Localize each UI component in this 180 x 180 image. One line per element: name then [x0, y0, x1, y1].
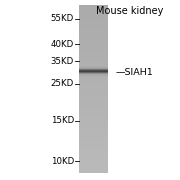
Text: 55KD: 55KD [51, 14, 74, 23]
Text: 15KD: 15KD [51, 116, 74, 125]
Text: 10KD: 10KD [51, 157, 74, 166]
Text: Mouse kidney: Mouse kidney [96, 6, 163, 16]
Text: —SIAH1: —SIAH1 [115, 68, 153, 76]
Text: 35KD: 35KD [51, 57, 74, 66]
Text: 25KD: 25KD [51, 79, 74, 88]
Text: 40KD: 40KD [51, 40, 74, 49]
